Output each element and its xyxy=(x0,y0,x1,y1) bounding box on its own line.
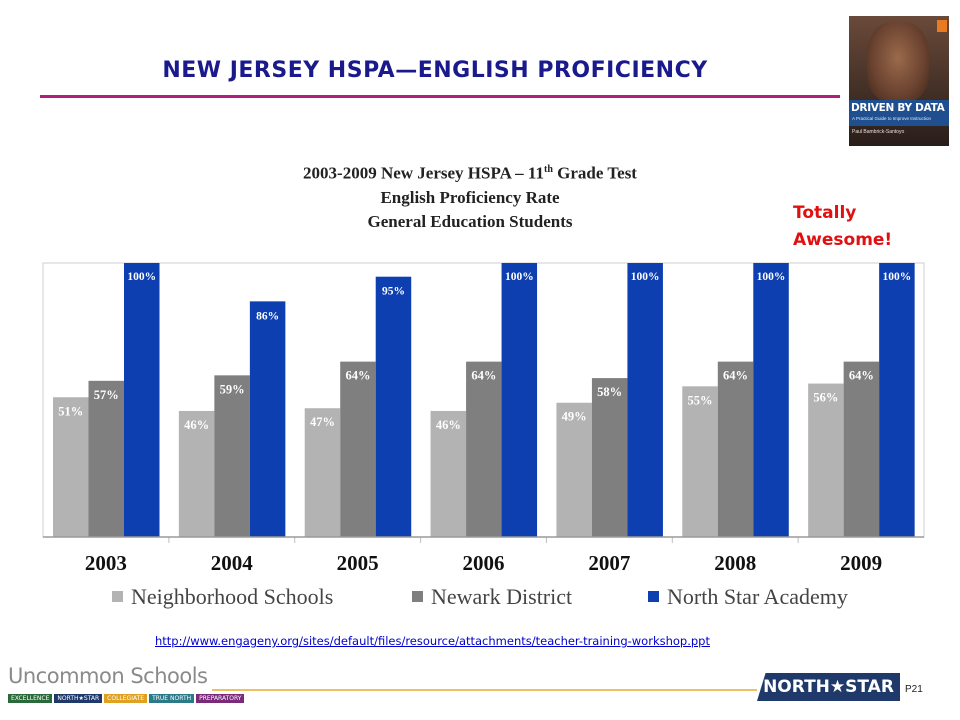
source-link[interactable]: http://www.engageny.org/sites/default/fi… xyxy=(155,634,710,648)
x-tick-label-2004: 2004 xyxy=(211,551,254,575)
legend-label-neighborhood: Neighborhood Schools xyxy=(131,584,333,609)
data-label-northstar-2003: 100% xyxy=(127,271,156,283)
x-tick-label-2008: 2008 xyxy=(714,551,756,575)
bar-northstar-2008 xyxy=(753,263,789,537)
bar-neighborhood-2009 xyxy=(808,383,844,537)
bar-newark-2003 xyxy=(88,380,124,537)
chart-title-line-1: 2003-2009 New Jersey HSPA – 11th Grade T… xyxy=(303,163,637,183)
legend-label-newark: Newark District xyxy=(431,584,572,609)
data-label-neighborhood-2008: 55% xyxy=(688,393,713,407)
chart-title-line-2: English Proficiency Rate xyxy=(380,187,560,207)
data-label-neighborhood-2004: 46% xyxy=(184,418,209,432)
bar-newark-2004 xyxy=(214,375,250,537)
strip-item-excellence: EXCELLENCE xyxy=(8,694,53,703)
strip-item-preparatory: PREPARATORY xyxy=(196,694,245,703)
data-label-newark-2006: 64% xyxy=(471,369,496,383)
bar-newark-2008 xyxy=(717,361,754,537)
strip-item-true-north: TRUE NORTH xyxy=(149,694,195,703)
uncommon-schools-logo: Uncommon Schools xyxy=(8,664,208,688)
bar-newark-2007 xyxy=(591,378,628,537)
strip-item-north-star: NORTH★STAR xyxy=(54,694,103,703)
callout-line-2: Awesome! xyxy=(793,230,893,250)
bar-neighborhood-2008 xyxy=(682,386,718,537)
bar-neighborhood-2003 xyxy=(53,397,89,537)
bar-northstar-2006 xyxy=(501,263,538,537)
data-label-neighborhood-2005: 47% xyxy=(310,415,335,429)
footer-rule xyxy=(212,689,757,691)
bar-northstar-2004 xyxy=(249,301,286,537)
bar-neighborhood-2007 xyxy=(556,402,592,537)
data-label-northstar-2006: 100% xyxy=(505,271,534,283)
bar-northstar-2003 xyxy=(124,263,160,537)
data-label-newark-2007: 58% xyxy=(597,385,622,399)
data-label-newark-2008: 64% xyxy=(723,369,748,383)
bar-neighborhood-2005 xyxy=(304,408,341,537)
book-subtitle: A Practical Guide to Improve Instruction xyxy=(852,116,932,121)
bar-newark-2005 xyxy=(340,361,376,537)
chart-title: 2003-2009 New Jersey HSPA – 11th Grade T… xyxy=(190,158,750,234)
x-tick-label-2006: 2006 xyxy=(463,551,505,575)
book-cover-image: DRIVEN BY DATA A Practical Guide to Impr… xyxy=(849,16,949,146)
book-author: Paul Bambrick-Santoyo xyxy=(852,129,905,135)
legend-swatch-northstar xyxy=(648,591,659,602)
strip-item-collegiate: COLLEGIATE xyxy=(104,694,148,703)
book-cover-tab xyxy=(937,20,947,32)
legend-swatch-neighborhood xyxy=(112,591,123,602)
bar-northstar-2007 xyxy=(627,263,663,537)
data-label-neighborhood-2006: 46% xyxy=(436,418,461,432)
book-cover-portrait xyxy=(867,22,929,102)
title-underline xyxy=(40,95,840,98)
data-label-neighborhood-2007: 49% xyxy=(562,410,587,424)
callout-text: Totally Awesome! xyxy=(793,200,892,254)
book-title: DRIVEN BY DATA xyxy=(851,102,945,114)
bar-neighborhood-2004 xyxy=(178,410,215,537)
x-tick-label-2009: 2009 xyxy=(840,551,882,575)
data-label-northstar-2008: 100% xyxy=(757,271,786,283)
book-cover-band xyxy=(849,100,949,126)
data-label-newark-2004: 59% xyxy=(220,382,245,396)
data-label-northstar-2007: 100% xyxy=(631,271,660,283)
chart-title-line-3: General Education Students xyxy=(367,211,573,231)
data-label-neighborhood-2003: 51% xyxy=(58,404,83,418)
data-label-northstar-2005: 95% xyxy=(382,286,405,298)
callout-line-1: Totally xyxy=(793,203,857,223)
legend-swatch-newark xyxy=(412,591,423,602)
bar-northstar-2009 xyxy=(879,263,915,537)
legend-label-northstar: North Star Academy xyxy=(667,584,848,609)
x-tick-label-2005: 2005 xyxy=(337,551,379,575)
bar-newark-2009 xyxy=(843,361,880,537)
uncommon-schools-strip: EXCELLENCE NORTH★STAR COLLEGIATE TRUE NO… xyxy=(8,694,245,703)
x-tick-label-2003: 2003 xyxy=(85,551,127,575)
data-label-neighborhood-2009: 56% xyxy=(813,391,838,405)
data-label-northstar-2009: 100% xyxy=(883,271,912,283)
x-tick-label-2007: 2007 xyxy=(588,551,630,575)
bar-northstar-2005 xyxy=(375,276,412,537)
slide-title: NEW JERSEY HSPA—ENGLISH PROFICIENCY xyxy=(162,58,708,83)
data-label-northstar-2004: 86% xyxy=(256,310,279,322)
data-label-newark-2009: 64% xyxy=(849,369,874,383)
data-label-newark-2003: 57% xyxy=(94,388,119,402)
data-label-newark-2005: 64% xyxy=(345,369,370,383)
bar-neighborhood-2006 xyxy=(430,410,467,537)
north-star-logo: NORTH★STAR xyxy=(757,673,900,701)
page-number: P21 xyxy=(905,684,923,695)
bar-newark-2006 xyxy=(466,361,502,537)
